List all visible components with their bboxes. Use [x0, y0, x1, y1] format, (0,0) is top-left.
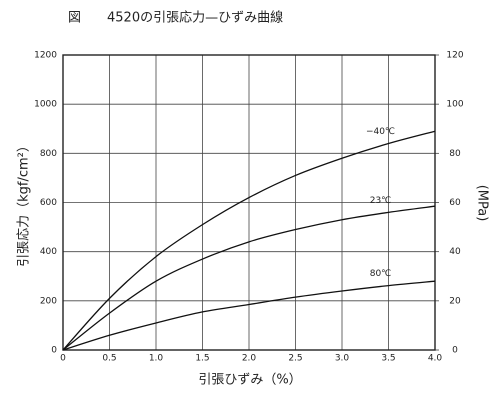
y2-tick-label: 100 — [446, 100, 463, 110]
plot-frame — [62, 54, 436, 351]
x-tick-label: 1.5 — [195, 354, 209, 364]
y-tick-label: 600 — [40, 198, 57, 208]
y-tick-label: 400 — [40, 247, 57, 257]
y2-tick-label: 20 — [449, 296, 461, 306]
x-tick-label: 2.0 — [242, 354, 257, 364]
line-series — [62, 280, 436, 351]
y-tick-label: 0 — [51, 346, 57, 356]
y2-tick-label: 40 — [449, 247, 461, 257]
y-axis-label: 引張応力（kgf/cm²） — [17, 139, 32, 267]
chart-title: 図 4520の引張応力—ひずみ曲線 — [68, 10, 283, 26]
x-tick-label: 1.0 — [149, 354, 164, 364]
series-label: 80℃ — [370, 269, 392, 279]
y2-tick-label: 60 — [449, 198, 461, 208]
y2-tick-label: 120 — [446, 51, 463, 61]
x-axis-label: 引張ひずみ（%） — [198, 373, 301, 388]
x-tick-label: 0 — [60, 354, 66, 364]
line-series — [62, 205, 436, 351]
y-tick-label: 800 — [40, 149, 57, 159]
series-label: −40℃ — [366, 127, 395, 137]
y2-tick-label: 0 — [452, 346, 458, 356]
x-tick-label: 3.0 — [335, 354, 350, 364]
y-tick-label: 200 — [40, 296, 57, 306]
y-tick-label: 1000 — [34, 100, 57, 110]
line-series — [62, 130, 436, 351]
x-tick-label: 2.5 — [288, 354, 302, 364]
y-tick-label: 1200 — [34, 51, 57, 61]
x-tick-label: 3.5 — [381, 354, 395, 364]
x-tick-label: 0.5 — [102, 354, 116, 364]
x-tick-label: 4.0 — [428, 354, 443, 364]
y2-axis-label: (MPa) — [475, 185, 490, 222]
series-label: 23℃ — [370, 196, 392, 206]
y2-tick-label: 80 — [449, 149, 461, 159]
